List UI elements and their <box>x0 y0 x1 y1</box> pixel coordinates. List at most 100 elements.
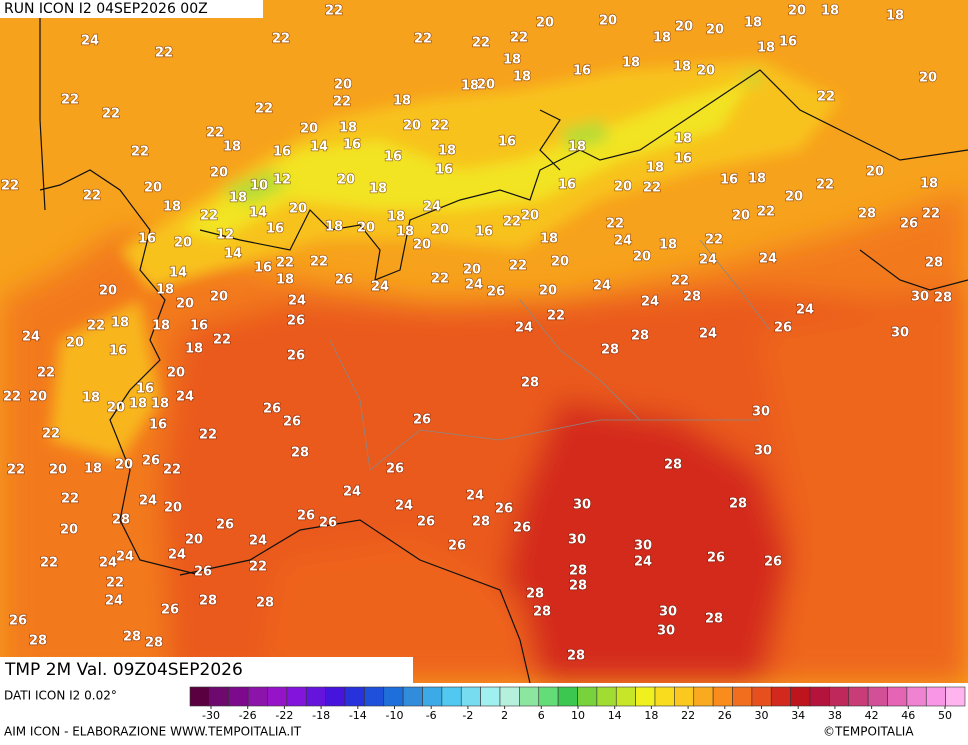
temperature-label: 22 <box>213 333 231 348</box>
temperature-label: 26 <box>386 462 404 477</box>
temperature-label: 24 <box>699 253 717 268</box>
temperature-label: 20 <box>60 523 78 538</box>
temperature-label: 20 <box>866 165 884 180</box>
temperature-label: 20 <box>413 238 431 253</box>
temperature-label: 30 <box>754 444 772 459</box>
temperature-label: 22 <box>817 90 835 105</box>
legend-swatch <box>577 686 598 707</box>
temperature-label: 24 <box>288 294 306 309</box>
legend-tick-label: -22 <box>275 709 293 722</box>
temperature-label: 24 <box>515 321 533 336</box>
temperature-label: 18 <box>568 140 586 155</box>
temperature-label: 22 <box>414 32 432 47</box>
temperature-label: 18 <box>886 9 904 24</box>
legend-tick-label: -18 <box>312 709 330 722</box>
temperature-label: 22 <box>83 189 101 204</box>
temperature-label: 30 <box>752 405 770 420</box>
temperature-label: 22 <box>922 207 940 222</box>
temperature-label: 18 <box>744 16 762 31</box>
legend-swatch <box>305 686 326 707</box>
temperature-label: 20 <box>463 263 481 278</box>
temperature-label: 28 <box>705 612 723 627</box>
temperature-label: 24 <box>249 534 267 549</box>
legend-tick-label: 26 <box>718 709 732 722</box>
temperature-label: 26 <box>335 273 353 288</box>
temperature-label: 22 <box>131 145 149 160</box>
legend-swatch <box>538 686 559 707</box>
legend-swatch <box>887 686 908 707</box>
legend-tick-label: 34 <box>791 709 805 722</box>
temperature-label: 18 <box>82 391 100 406</box>
temperature-label: 16 <box>149 418 167 433</box>
temperature-label: 18 <box>339 121 357 136</box>
temperature-label: 18 <box>674 132 692 147</box>
temperature-label: 22 <box>431 119 449 134</box>
temperature-label: 20 <box>300 122 318 137</box>
temperature-label: 22 <box>310 255 328 270</box>
legend-tick-label: 10 <box>571 709 585 722</box>
temperature-label: 30 <box>911 290 929 305</box>
legend-tick-label: -6 <box>426 709 437 722</box>
temperature-label: 28 <box>858 207 876 222</box>
temperature-label: 20 <box>176 297 194 312</box>
temperature-label: 20 <box>788 4 806 19</box>
legend-tick-label: 30 <box>755 709 769 722</box>
temperature-label: 20 <box>614 180 632 195</box>
temperature-label: 28 <box>925 256 943 271</box>
temperature-label: 28 <box>569 564 587 579</box>
temperature-label: 20 <box>521 209 539 224</box>
temperature-label: 28 <box>631 329 649 344</box>
temperature-label: 20 <box>732 209 750 224</box>
legend-swatch <box>228 686 249 707</box>
legend-swatch <box>402 686 423 707</box>
temperature-label: 14 <box>169 266 187 281</box>
legend-swatch <box>790 686 811 707</box>
temperature-label: 22 <box>510 31 528 46</box>
temperature-label: 16 <box>190 319 208 334</box>
temperature-label: 30 <box>573 498 591 513</box>
temperature-label: 24 <box>116 550 134 565</box>
legend-swatch <box>809 686 830 707</box>
temperature-label: 26 <box>495 502 513 517</box>
legend-swatch <box>267 686 288 707</box>
temperature-label: 22 <box>7 463 25 478</box>
temperature-label: 16 <box>136 382 154 397</box>
temperature-label: 20 <box>675 20 693 35</box>
legend-tick-label: -30 <box>202 709 220 722</box>
temperature-label: 18 <box>748 172 766 187</box>
temperature-label: 30 <box>891 326 909 341</box>
temperature-label: 22 <box>757 205 775 220</box>
temperature-label: 24 <box>81 34 99 49</box>
temperature-label: 22 <box>87 319 105 334</box>
temperature-label: 26 <box>194 565 212 580</box>
temperature-label: 20 <box>334 78 352 93</box>
temperature-label: 24 <box>593 279 611 294</box>
copyright: ©TEMPOITALIA <box>823 725 914 739</box>
temperature-label: 28 <box>526 587 544 602</box>
temperature-label: 30 <box>568 533 586 548</box>
temperature-label: 16 <box>674 152 692 167</box>
temperature-label: 22 <box>249 560 267 575</box>
temperature-label: 26 <box>774 321 792 336</box>
temperature-label: 22 <box>61 492 79 507</box>
temperature-label: 22 <box>37 366 55 381</box>
temperature-label: 24 <box>699 327 717 342</box>
legend-swatch <box>499 686 520 707</box>
legend-swatch <box>364 686 385 707</box>
temperature-label: 28 <box>291 446 309 461</box>
temperature-label: 22 <box>1 179 19 194</box>
temperature-label: 20 <box>174 236 192 251</box>
temperature-label: 18 <box>646 161 664 176</box>
legend-swatch <box>286 686 307 707</box>
legend-swatch <box>460 686 481 707</box>
temperature-label: 24 <box>371 280 389 295</box>
regional-borders <box>329 239 771 471</box>
temperature-label: 18 <box>461 79 479 94</box>
temperature-label: 28 <box>256 596 274 611</box>
temperature-label: 18 <box>151 397 169 412</box>
temperature-label: 22 <box>705 233 723 248</box>
temperature-label: 16 <box>573 64 591 79</box>
temperature-label: 20 <box>99 284 117 299</box>
temperature-label: 22 <box>42 427 60 442</box>
temperature-label: 24 <box>168 548 186 563</box>
